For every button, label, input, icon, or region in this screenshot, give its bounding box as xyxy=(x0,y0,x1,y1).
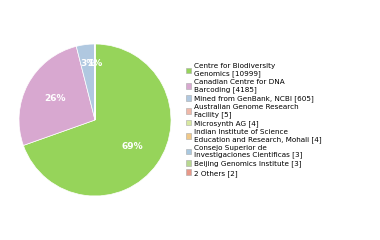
Text: 26%: 26% xyxy=(44,94,65,103)
Text: 69%: 69% xyxy=(122,142,143,151)
Legend: Centre for Biodiversity
Genomics [10999], Canadian Centre for DNA
Barcoding [418: Centre for Biodiversity Genomics [10999]… xyxy=(184,62,323,178)
Wedge shape xyxy=(76,44,95,120)
Text: 1%: 1% xyxy=(87,59,102,67)
Wedge shape xyxy=(94,44,95,120)
Wedge shape xyxy=(19,46,95,145)
Wedge shape xyxy=(24,44,171,196)
Text: 3%: 3% xyxy=(80,59,95,68)
